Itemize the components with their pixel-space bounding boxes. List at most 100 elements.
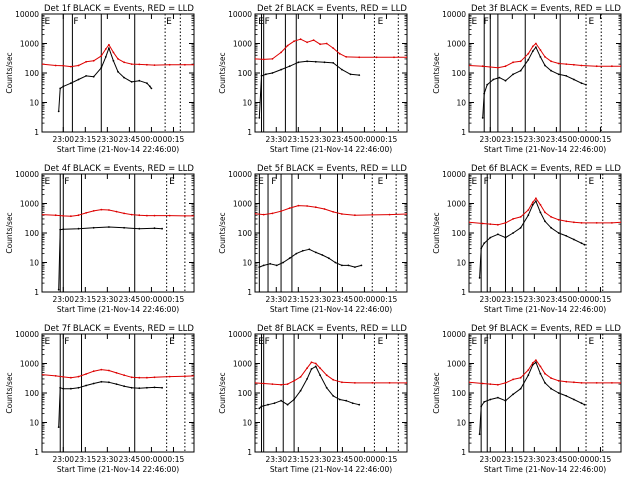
data-point (325, 374, 328, 377)
y-tick-label: 10 (456, 99, 466, 108)
data-point (149, 85, 151, 88)
data-point (153, 386, 156, 389)
data-point (535, 200, 537, 203)
x-tick-label: 00:15 (163, 135, 185, 144)
data-point (146, 214, 148, 217)
data-point (504, 222, 507, 224)
series-line (479, 200, 585, 278)
x-tick-label: 23:30 (265, 455, 287, 464)
y-tick-label: 1000 (447, 40, 466, 49)
data-point (583, 243, 586, 246)
data-point (535, 359, 537, 361)
x-tick-label: 23:15 (288, 135, 310, 144)
y-tick-label: 10000 (15, 330, 39, 339)
data-point (535, 42, 537, 45)
data-point (573, 381, 575, 384)
x-tick-label: 00:00 (568, 135, 590, 144)
y-tick-label: 1 (461, 448, 466, 457)
data-point (100, 368, 103, 371)
data-point (77, 214, 80, 217)
data-point (504, 65, 507, 68)
x-tick-label: 00:00 (568, 295, 590, 304)
data-point (347, 264, 350, 267)
data-point (130, 213, 133, 216)
data-point (531, 362, 534, 364)
series-lld (42, 43, 194, 68)
y-axis-label: Counts/sec (5, 212, 14, 253)
data-point (544, 64, 546, 67)
marker-flag: E (378, 17, 384, 27)
data-point (100, 208, 103, 211)
y-axis-label: Counts/sec (5, 52, 14, 93)
panel-title: Det 1f BLACK = Events, RED = LLD (44, 4, 194, 14)
data-point (286, 383, 289, 385)
data-point (527, 214, 530, 217)
data-point (585, 83, 587, 86)
series-line (479, 361, 585, 435)
data-point (115, 372, 118, 374)
data-point (319, 367, 321, 369)
marker-flag: F (265, 337, 270, 347)
data-point (312, 39, 315, 41)
data-point (310, 361, 313, 364)
data-point (550, 226, 552, 229)
data-point (497, 383, 499, 386)
series-line (58, 47, 152, 112)
data-point (54, 375, 57, 377)
data-point (275, 264, 278, 267)
data-point (271, 212, 274, 215)
panel-title: Det 2f BLACK = Events, RED = LLD (257, 4, 407, 14)
x-tick-label: 23:45 (332, 295, 354, 304)
data-point (519, 387, 522, 390)
data-point (184, 215, 186, 217)
data-point (123, 61, 125, 64)
x-tick-label: 23:30 (310, 135, 332, 144)
data-point (550, 60, 552, 63)
data-point (358, 56, 361, 59)
data-point (595, 65, 598, 68)
data-point (550, 377, 552, 379)
data-point (168, 375, 171, 378)
data-point (288, 207, 291, 210)
data-point (123, 76, 125, 79)
x-axis-label: Start Time (21-Nov-14 22:46:00) (484, 465, 606, 474)
marker-flag: E (169, 177, 175, 187)
data-point (280, 68, 282, 71)
x-tick-label: 23:30 (310, 295, 332, 304)
data-point (573, 398, 575, 401)
data-point (481, 222, 484, 225)
data-point (345, 56, 348, 58)
data-point (258, 407, 261, 410)
data-point (512, 73, 514, 76)
x-tick-label: 00:15 (590, 135, 612, 144)
y-tick-label: 1000 (233, 40, 252, 49)
data-point (580, 82, 583, 85)
y-tick-label: 1 (247, 448, 252, 457)
x-tick-label: 00:00 (354, 455, 376, 464)
data-point (85, 75, 87, 77)
data-point (544, 220, 546, 223)
x-tick-label: 23:45 (119, 135, 141, 144)
data-point (280, 51, 282, 54)
marker-flag: E (589, 337, 595, 347)
data-point (519, 60, 522, 63)
y-axis-label: Counts/sec (218, 52, 227, 93)
x-axis-label: Start Time (21-Nov-14 22:46:00) (484, 145, 606, 154)
data-point (108, 209, 110, 211)
x-tick-label: 00:15 (376, 455, 398, 464)
x-tick-label: 00:00 (354, 295, 376, 304)
data-point (138, 63, 141, 66)
panel-title: Det 8f BLACK = Events, RED = LLD (257, 324, 407, 334)
data-point (138, 214, 141, 217)
data-point (70, 215, 72, 218)
data-point (77, 78, 80, 81)
series-line (469, 359, 621, 386)
data-point (527, 374, 530, 377)
y-axis-label: Counts/sec (432, 372, 441, 413)
data-point (406, 382, 407, 384)
data-point (57, 110, 60, 113)
data-point (299, 376, 302, 378)
data-point (260, 405, 263, 408)
data-point (123, 226, 125, 229)
